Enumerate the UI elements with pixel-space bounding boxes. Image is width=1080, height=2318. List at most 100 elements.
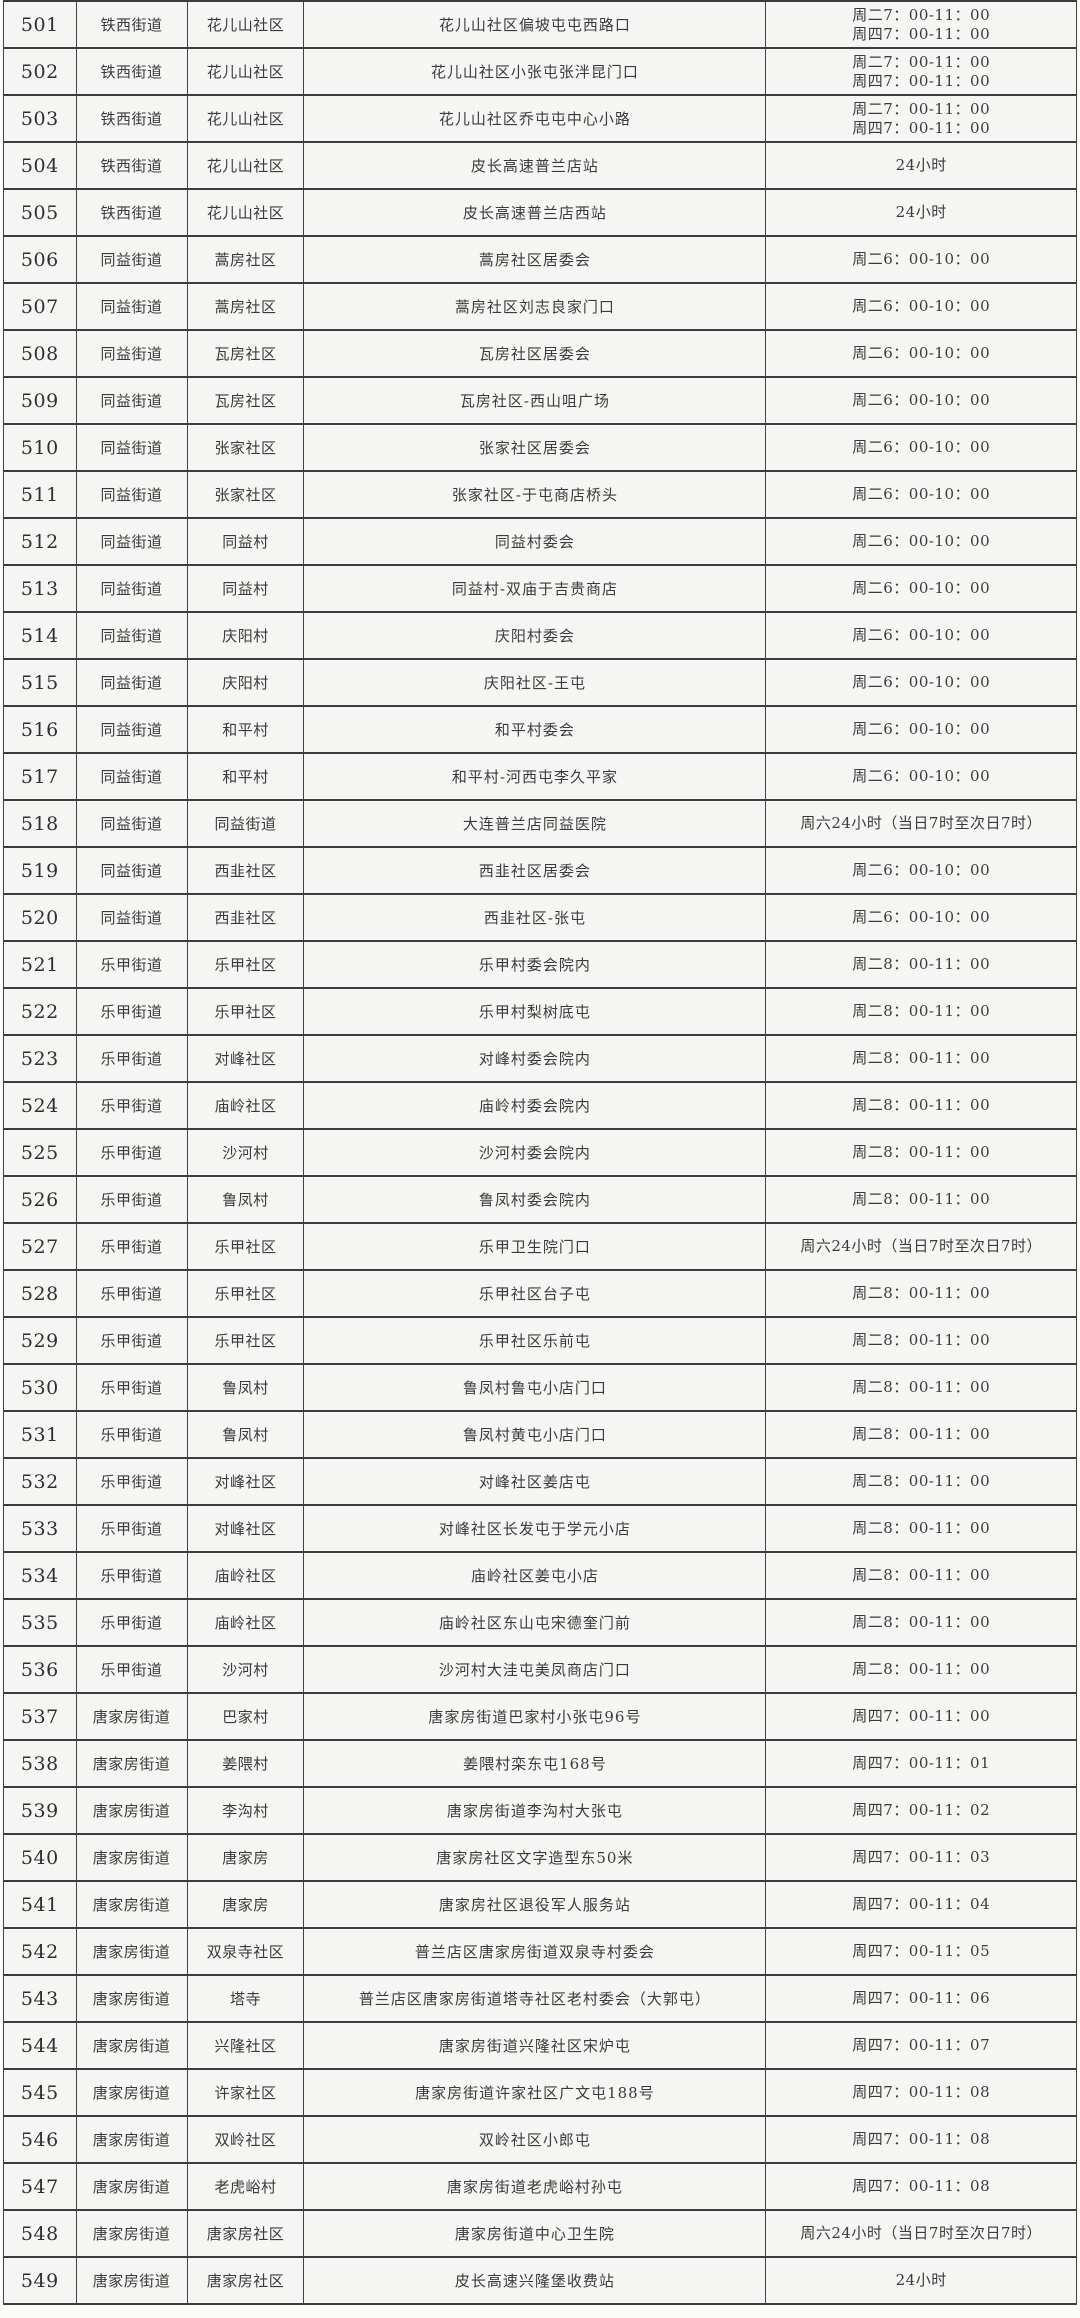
time-line: 周二8：00-11：00 xyxy=(852,1049,991,1067)
site-location: 唐家房街道老虎峪村孙屯 xyxy=(303,2162,767,2211)
time-line: 周二6：00-10：00 xyxy=(852,297,991,315)
time-line: 周四7：00-11：00 xyxy=(852,71,991,90)
site-id: 521 xyxy=(3,940,77,989)
site-street: 同益街道 xyxy=(75,235,188,284)
time-line: 周二6：00-10：00 xyxy=(852,532,991,550)
site-street: 同益街道 xyxy=(75,376,188,425)
site-time: 周四7：00-11：00 xyxy=(765,1692,1077,1741)
table-row: 527 乐甲街道 乐甲社区 乐甲卫生院门口 周六24小时（当日7时至次日7时） xyxy=(3,1222,1077,1271)
site-street: 唐家房街道 xyxy=(75,1739,188,1788)
site-location: 大连普兰店同益医院 xyxy=(303,799,767,848)
site-location: 瓦房社区-西山咀广场 xyxy=(303,376,767,425)
time-line: 周二6：00-10：00 xyxy=(852,579,991,597)
site-id: 506 xyxy=(3,235,77,284)
site-time: 周四7：00-11：07 xyxy=(765,2021,1077,2070)
time-line: 24小时 xyxy=(895,156,947,174)
site-location: 庙岭社区东山屯宋德奎门前 xyxy=(303,1598,767,1647)
time-line: 周二6：00-10：00 xyxy=(852,720,991,738)
site-id: 524 xyxy=(3,1081,77,1130)
site-community: 蒿房社区 xyxy=(186,282,305,331)
site-id: 507 xyxy=(3,282,77,331)
table-row: 543 唐家房街道 塔寺 普兰店区唐家房街道塔寺社区老村委会（大郭屯） 周四7：… xyxy=(3,1974,1077,2023)
time-line: 24小时 xyxy=(895,203,947,221)
site-location: 唐家房社区退役军人服务站 xyxy=(303,1880,767,1929)
table-row: 519 同益街道 西韭社区 西韭社区居委会 周二6：00-10：00 xyxy=(3,846,1077,895)
site-community: 花儿山社区 xyxy=(186,188,305,237)
site-id: 501 xyxy=(3,0,77,49)
site-community: 乐甲社区 xyxy=(186,1316,305,1365)
time-line: 周四7：00-11：04 xyxy=(852,1895,991,1913)
site-time: 周二8：00-11：00 xyxy=(765,987,1077,1036)
site-location: 对峰村委会院内 xyxy=(303,1034,767,1083)
site-street: 唐家房街道 xyxy=(75,1880,188,1929)
site-community: 唐家房社区 xyxy=(186,2256,305,2305)
time-line: 周二8：00-11：00 xyxy=(852,1519,991,1537)
table-row: 537 唐家房街道 巴家村 唐家房街道巴家村小张屯96号 周四7：00-11：0… xyxy=(3,1692,1077,1741)
site-street: 唐家房街道 xyxy=(75,1833,188,1882)
table-row: 520 同益街道 西韭社区 西韭社区-张屯 周二6：00-10：00 xyxy=(3,893,1077,942)
site-id: 542 xyxy=(3,1927,77,1976)
time-line: 周二7：00-11：00 xyxy=(852,5,991,24)
table-row: 531 乐甲街道 鲁凤村 鲁凤村黄屯小店门口 周二8：00-11：00 xyxy=(3,1410,1077,1459)
site-location: 唐家房街道兴隆社区宋炉屯 xyxy=(303,2021,767,2070)
site-location: 对峰社区姜店屯 xyxy=(303,1457,767,1506)
site-community: 双岭社区 xyxy=(186,2115,305,2164)
site-time: 周二8：00-11：00 xyxy=(765,1410,1077,1459)
site-location: 张家社区居委会 xyxy=(303,423,767,472)
time-line: 周四7：00-11：05 xyxy=(852,1942,991,1960)
site-id: 508 xyxy=(3,329,77,378)
site-time: 周二8：00-11：00 xyxy=(765,1363,1077,1412)
table-row: 523 乐甲街道 对峰社区 对峰村委会院内 周二8：00-11：00 xyxy=(3,1034,1077,1083)
site-location: 庙岭社区姜屯小店 xyxy=(303,1551,767,1600)
site-location: 蒿房社区刘志良家门口 xyxy=(303,282,767,331)
site-location: 乐甲社区乐前屯 xyxy=(303,1316,767,1365)
site-location: 唐家房街道李沟村大张屯 xyxy=(303,1786,767,1835)
table-row: 504 铁西街道 花儿山社区 皮长高速普兰店站 24小时 xyxy=(3,141,1077,190)
site-street: 同益街道 xyxy=(75,564,188,613)
site-location: 和平村委会 xyxy=(303,705,767,754)
site-street: 唐家房街道 xyxy=(75,1927,188,1976)
time-line: 周六24小时（当日7时至次日7时） xyxy=(800,814,1043,832)
site-time: 周二8：00-11：00 xyxy=(765,1645,1077,1694)
site-community: 和平村 xyxy=(186,705,305,754)
table-row: 524 乐甲街道 庙岭社区 庙岭村委会院内 周二8：00-11：00 xyxy=(3,1081,1077,1130)
site-location: 沙河村大洼屯美凤商店门口 xyxy=(303,1645,767,1694)
time-line: 周四7：00-11：03 xyxy=(852,1848,991,1866)
site-time: 周二8：00-11：00 xyxy=(765,1081,1077,1130)
site-community: 庙岭社区 xyxy=(186,1081,305,1130)
site-community: 同益街道 xyxy=(186,799,305,848)
site-id: 546 xyxy=(3,2115,77,2164)
site-location: 鲁凤村黄屯小店门口 xyxy=(303,1410,767,1459)
table-body: 501 铁西街道 花儿山社区 花儿山社区偏坡屯屯西路口 周二7：00-11：00… xyxy=(3,0,1077,2305)
time-line: 周二8：00-11：00 xyxy=(852,1566,991,1584)
time-line: 周二6：00-10：00 xyxy=(852,391,991,409)
table-row: 501 铁西街道 花儿山社区 花儿山社区偏坡屯屯西路口 周二7：00-11：00… xyxy=(3,0,1077,49)
site-community: 乐甲社区 xyxy=(186,1222,305,1271)
site-community: 许家社区 xyxy=(186,2068,305,2117)
table-row: 512 同益街道 同益村 同益村委会 周二6：00-10：00 xyxy=(3,517,1077,566)
time-line: 周二8：00-11：00 xyxy=(852,1425,991,1443)
site-time: 周二8：00-11：00 xyxy=(765,1269,1077,1318)
time-line: 周四7：00-11：08 xyxy=(852,2130,991,2148)
site-time: 周二8：00-11：00 xyxy=(765,940,1077,989)
site-street: 同益街道 xyxy=(75,423,188,472)
table-row: 545 唐家房街道 许家社区 唐家房街道许家社区广文屯188号 周四7：00-1… xyxy=(3,2068,1077,2117)
site-time: 周二6：00-10：00 xyxy=(765,846,1077,895)
time-line: 周二6：00-10：00 xyxy=(852,673,991,691)
site-time: 周二6：00-10：00 xyxy=(765,423,1077,472)
site-community: 唐家房 xyxy=(186,1880,305,1929)
site-id: 535 xyxy=(3,1598,77,1647)
site-id: 517 xyxy=(3,752,77,801)
table-row: 509 同益街道 瓦房社区 瓦房社区-西山咀广场 周二6：00-10：00 xyxy=(3,376,1077,425)
site-time: 周二8：00-11：00 xyxy=(765,1457,1077,1506)
site-street: 同益街道 xyxy=(75,517,188,566)
site-id: 538 xyxy=(3,1739,77,1788)
site-community: 乐甲社区 xyxy=(186,1269,305,1318)
table-row: 503 铁西街道 花儿山社区 花儿山社区乔屯屯中心小路 周二7：00-11：00… xyxy=(3,94,1077,143)
time-line: 周二7：00-11：00 xyxy=(852,52,991,71)
site-time: 24小时 xyxy=(765,188,1077,237)
site-id: 512 xyxy=(3,517,77,566)
table-row: 533 乐甲街道 对峰社区 对峰社区长发屯于学元小店 周二8：00-11：00 xyxy=(3,1504,1077,1553)
table-row: 526 乐甲街道 鲁凤村 鲁凤村委会院内 周二8：00-11：00 xyxy=(3,1175,1077,1224)
site-community: 乐甲社区 xyxy=(186,940,305,989)
